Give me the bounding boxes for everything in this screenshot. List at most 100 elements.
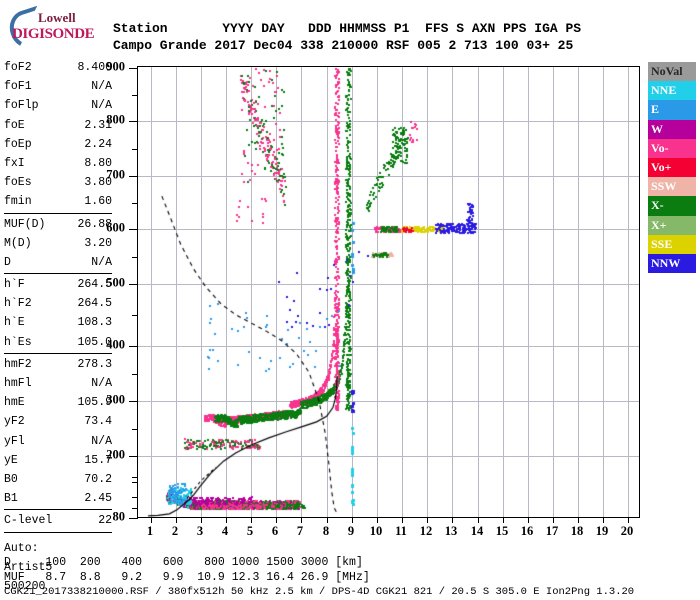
y-axis-label: 400 [106, 337, 125, 352]
param-key: D [4, 255, 11, 269]
param-divider [4, 509, 112, 511]
y-axis-label: 900 [106, 59, 125, 74]
legend-item-x[interactable]: X+ [648, 215, 696, 235]
x-axis-tick [452, 517, 453, 523]
x-axis-tick [503, 517, 504, 523]
param-value: 15.7 [84, 453, 112, 467]
ionogram-plot-area[interactable] [129, 66, 641, 523]
x-axis-tick [327, 517, 328, 523]
param-value: 70.2 [84, 472, 112, 486]
x-axis-label: 16 [520, 524, 534, 538]
param-key: hmE [4, 396, 25, 410]
y-axis-tick-major [129, 229, 138, 230]
y-axis-tick-minor [132, 429, 138, 430]
auto-scaling-block: Auto: Artist5 500200 [4, 539, 112, 596]
param-key: h`F2 [4, 297, 32, 311]
param-row-fmin: fmin 1.60 [4, 192, 112, 211]
param-value: N/A [91, 99, 112, 113]
footer-distance-row: D 100 200 400 600 800 1000 1500 3000 [km… [4, 556, 363, 569]
param-value: N/A [91, 255, 112, 269]
footer-info: D 100 200 400 600 800 1000 1500 3000 [km… [4, 556, 634, 600]
param-key: h`E [4, 316, 25, 330]
polarization-legend[interactable]: NoVal NNE E W Vo- Vo+ SSW X- X+ SSE NNW [648, 62, 696, 274]
y-axis-tick-minor [132, 95, 138, 96]
legend-item-sse[interactable]: SSE [648, 234, 696, 254]
x-axis-label: 13 [444, 524, 458, 538]
legend-item-nnw[interactable]: NNW [648, 253, 696, 274]
x-axis-tick [628, 517, 629, 523]
legend-item-x[interactable]: X- [648, 196, 696, 216]
legend-item-ssw[interactable]: SSW [648, 177, 696, 197]
x-axis-tick [427, 517, 428, 523]
lowell-digisonde-logo: Lowell DIGISONDE [4, 5, 118, 53]
y-axis-labels: 80 200 300 400 500 600 700 800 900 [0, 60, 133, 524]
param-key: MUF(D) [4, 217, 46, 231]
x-axis-label: 17 [545, 524, 559, 538]
y-axis-tick-minor [132, 257, 138, 258]
param-divider [4, 352, 112, 354]
header-column-row: Station YYYY DAY DDD HHMMSS P1 FFS S AXN… [113, 21, 582, 36]
param-row-d: D N/A [4, 253, 112, 272]
x-axis-label: 10 [369, 524, 383, 538]
param-key: C-level [4, 514, 53, 528]
y-axis-label: 200 [106, 447, 125, 462]
y-axis-tick-minor [132, 149, 138, 150]
param-key: B1 [4, 492, 18, 506]
y-axis-label: 700 [106, 167, 125, 182]
param-row-hf2: h`F2 264.5 [4, 294, 112, 313]
y-axis-tick-major [129, 68, 138, 69]
param-value: 3.20 [84, 236, 112, 250]
param-row-foflp: foFlp N/A [4, 96, 112, 115]
x-axis-tick [603, 517, 604, 523]
legend-item-w[interactable]: W [648, 119, 696, 139]
x-axis-label: 18 [570, 524, 584, 538]
x-axis-label: 14 [470, 524, 484, 538]
param-row-hf: h`F 264.5 [4, 275, 112, 294]
x-axis-label: 19 [595, 524, 609, 538]
param-value: 105.9 [77, 396, 112, 410]
param-key: foE [4, 118, 25, 132]
legend-item-vo[interactable]: Vo- [648, 138, 696, 158]
auto-label: Auto: [4, 541, 39, 555]
legend-item-vo[interactable]: Vo+ [648, 157, 696, 178]
x-axis-label: 6 [271, 524, 279, 538]
y-axis-label: 600 [106, 220, 125, 235]
param-row-clevel: C-level 22 [4, 511, 112, 530]
param-row-hmfl: hmFl N/A [4, 374, 112, 393]
param-value: 1.60 [84, 195, 112, 209]
x-axis-tick [226, 517, 227, 523]
param-row-fof1: foF1 N/A [4, 77, 112, 96]
x-axis-tick [151, 517, 152, 523]
param-value: 264.5 [77, 297, 112, 311]
param-key: foF2 [4, 61, 32, 74]
param-key: foEs [4, 176, 32, 190]
param-value: 8.400 [77, 61, 112, 74]
param-divider [4, 273, 112, 275]
param-row-fof2: foF2 8.400 [4, 58, 112, 77]
param-row-foes: foEs 3.80 [4, 173, 112, 192]
logo-lowell-text: Lowell [38, 10, 76, 25]
x-axis-tick [276, 517, 277, 523]
param-value: N/A [91, 377, 112, 390]
param-value: 26.88 [77, 217, 112, 231]
x-axis-labels: 1 2 3 4 5 6 7 8 9 10 11 12 13 14 15 16 17 18 19 20 [137, 524, 640, 542]
legend-item-noval[interactable]: NoVal [648, 62, 696, 82]
param-value: 2.45 [84, 492, 112, 506]
param-key: h`Es [4, 335, 32, 349]
logo-digisonde-text: DIGISONDE [12, 26, 95, 42]
param-key: yF2 [4, 415, 25, 429]
x-axis-label: 4 [221, 524, 229, 538]
param-row-yf2: yF2 73.4 [4, 412, 112, 431]
y-axis-tick-minor [132, 203, 138, 204]
x-axis-tick [201, 517, 202, 523]
x-axis-tick [528, 517, 529, 523]
param-value: 3.80 [84, 176, 112, 190]
legend-item-e[interactable]: E [648, 100, 696, 120]
auto-program: Artist5 [4, 560, 53, 574]
param-row-yfl: yFl N/A [4, 432, 112, 451]
param-value: 264.5 [77, 278, 112, 292]
legend-item-nne[interactable]: NNE [648, 81, 696, 101]
param-row-hme: hmE 105.9 [4, 393, 112, 412]
y-axis-tick-major [129, 121, 138, 122]
param-key: hmFl [4, 377, 32, 390]
